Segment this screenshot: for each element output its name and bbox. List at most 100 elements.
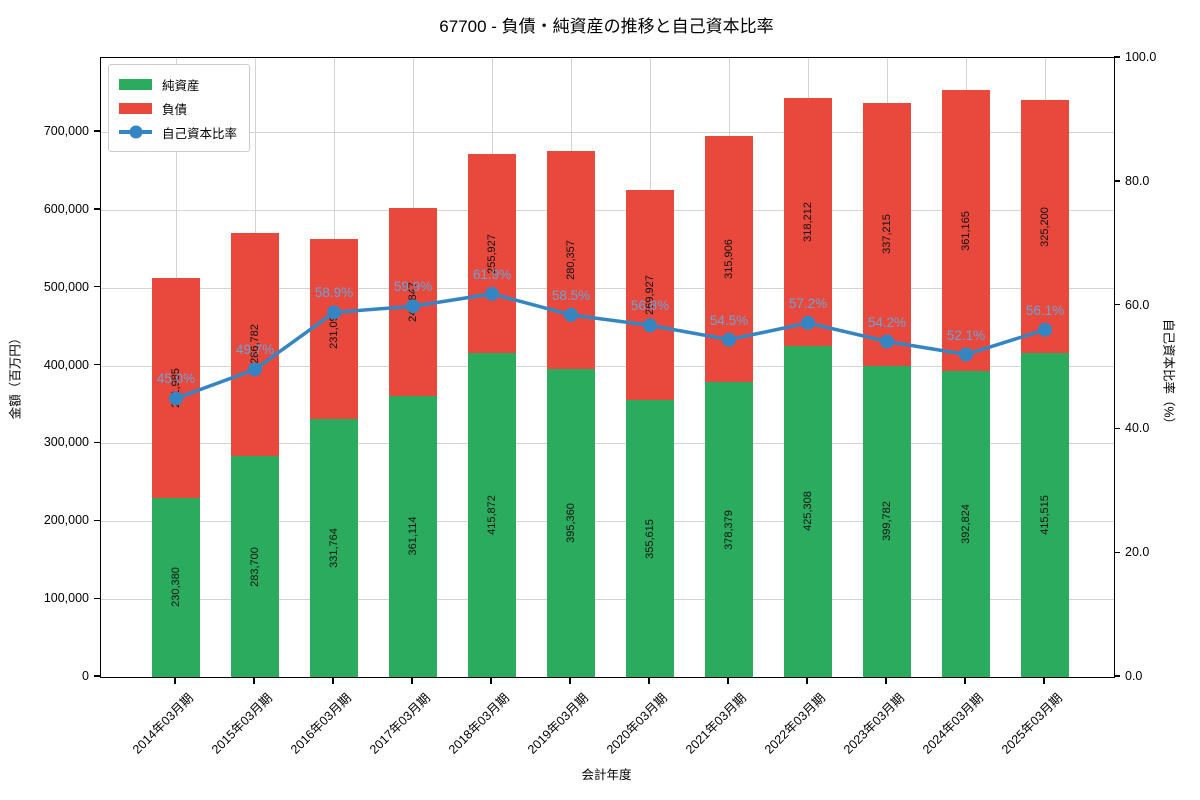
bar-liabilities [547, 150, 595, 370]
y-left-tick [94, 363, 100, 366]
y-right-tick [1114, 551, 1120, 553]
bar-liabilities [942, 89, 990, 372]
equity-ratio-label: 57.2% [788, 295, 828, 311]
x-tick-label: 2022年03月期 [761, 690, 828, 757]
y-right-tick-label: 40.0 [1125, 421, 1150, 436]
y-left-tick [94, 675, 100, 677]
bar-liabilities [626, 189, 674, 401]
bar-liabilities [310, 238, 358, 419]
legend-item-label: 負債 [162, 102, 188, 117]
legend-item: 純資産 [119, 72, 237, 96]
bar-net-assets [626, 400, 674, 677]
y-left-tick-label: 500,000 [43, 279, 89, 294]
x-tick [1043, 678, 1045, 684]
x-tick-label: 2017年03月期 [366, 690, 433, 757]
equity-ratio-label: 61.9% [472, 266, 512, 282]
h-gridline [101, 209, 1114, 211]
h-gridline [101, 131, 1114, 133]
bar-net-assets [863, 365, 911, 677]
x-axis-label: 会計年度 [581, 768, 632, 782]
y-right-tick-label: 0.0 [1125, 669, 1143, 683]
x-tick-label: 2020年03月期 [603, 690, 670, 757]
h-gridline [101, 287, 1114, 289]
equity-ratio-labels: 45.0% 49.7% 58.9% 59.9% 61.9% 58.5% 56.8% 54.5%… [101, 58, 1114, 677]
equity-ratio-marker [1038, 322, 1052, 337]
equity-ratio-label: 58.5% [551, 287, 591, 303]
y-right-tick [1114, 427, 1120, 430]
x-tick [332, 678, 334, 684]
x-tick-label: 2015年03月期 [208, 690, 275, 757]
x-tick-label: 2025年03月期 [998, 690, 1065, 757]
equity-ratio-marker [959, 347, 973, 362]
y-right-tick-label: 20.0 [1125, 545, 1150, 560]
x-tick-label: 2018年03月期 [445, 690, 512, 757]
h-gridline [101, 443, 1114, 445]
legend-marker-icon [129, 125, 142, 139]
x-tick [727, 678, 729, 684]
equity-ratio-label: 45.0% [156, 371, 196, 387]
equity-ratio-marker [801, 315, 815, 330]
bar-liabilities [468, 153, 516, 354]
x-tick-label: 2024年03月期 [919, 690, 986, 757]
equity-ratio-marker [643, 318, 657, 333]
bar-liabilities [863, 103, 911, 366]
equity-ratio-marker [564, 307, 578, 322]
legend: 純資産負債自己資本比率 [108, 64, 251, 152]
equity-ratio-marker [485, 286, 499, 301]
h-gridline [101, 521, 1114, 523]
legend-swatch-liabilities [119, 102, 152, 114]
legend-item: 負債 [119, 96, 237, 120]
y-left-tick-label: 0 [82, 669, 89, 683]
y-left-tick [94, 441, 100, 444]
legend-item: 自己資本比率 [119, 120, 237, 144]
y-right-tick [1114, 56, 1120, 58]
equity-ratio-marker [880, 334, 894, 349]
equity-ratio-label: 54.2% [867, 314, 907, 330]
equity-ratio-label: 52.1% [946, 327, 986, 343]
equity-ratio-label: 49.7% [235, 342, 275, 358]
bar-liabilities [784, 98, 832, 346]
h-gridline [101, 599, 1114, 601]
x-tick [174, 678, 176, 684]
y-right-tick-label: 100.0 [1125, 50, 1157, 64]
bar-net-assets [1021, 353, 1069, 677]
equity-ratio-marker [722, 332, 736, 347]
equity-ratio-marker [406, 299, 420, 314]
x-tick [806, 678, 808, 684]
y-left-tick-label: 400,000 [43, 357, 89, 372]
equity-ratio-label: 56.8% [630, 298, 670, 314]
legend-swatch-net-assets [119, 78, 152, 90]
y-left-tick [94, 519, 100, 522]
y-axis-left-label: 金額（百万円） [8, 331, 23, 420]
equity-ratio-marker [327, 305, 341, 320]
y-axis-right-label: 自己資本比率（%） [1161, 318, 1176, 431]
equity-ratio-label: 54.5% [709, 312, 749, 328]
h-gridline [101, 365, 1114, 367]
y-left-tick-label: 200,000 [43, 513, 89, 528]
plot-area: 230,380 281,985 283,700 286,782 331,764 231,0… [100, 57, 1115, 678]
equity-ratio-line [169, 286, 1052, 406]
bar-net-assets [231, 456, 279, 677]
x-tick-label: 2016年03月期 [287, 690, 354, 757]
x-tick [490, 678, 492, 684]
y-left-tick [94, 208, 100, 210]
bar-net-assets [705, 382, 753, 677]
equity-ratio-polyline [175, 292, 1046, 401]
equity-ratio-label: 56.1% [1025, 302, 1065, 318]
bar-net-assets [310, 418, 358, 677]
bar-net-assets [468, 353, 516, 677]
x-tick-label: 2014年03月期 [129, 690, 196, 757]
legend-item-label: 自己資本比率 [162, 126, 238, 141]
bar-net-assets [152, 497, 200, 677]
bar-net-assets [784, 345, 832, 677]
legend-line-equity-ratio [119, 125, 152, 139]
y-left-tick [94, 130, 100, 132]
x-tick [648, 678, 650, 684]
y-left-tick [94, 597, 100, 599]
bar-net-assets [547, 369, 595, 677]
y-right-tick [1114, 304, 1120, 306]
equity-ratio-marker [248, 362, 262, 377]
bar-liabilities [152, 278, 200, 498]
y-right-tick [1114, 180, 1120, 182]
